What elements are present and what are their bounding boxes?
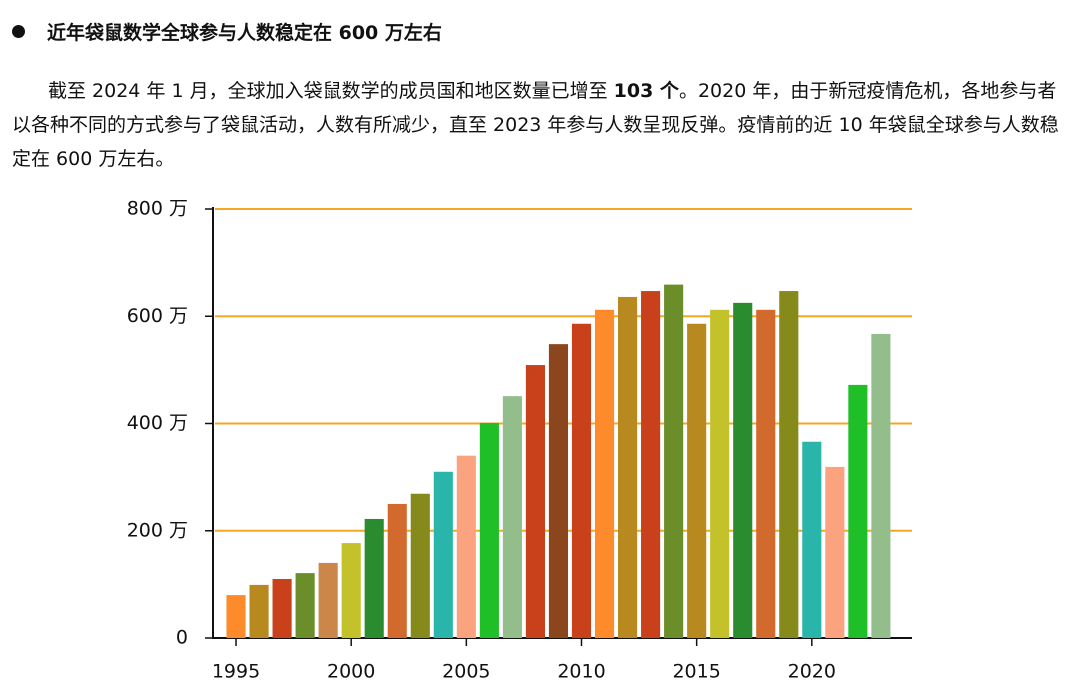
bar	[387, 503, 407, 638]
bar	[318, 562, 338, 638]
bar	[502, 396, 522, 638]
bar	[871, 333, 891, 638]
bar	[641, 291, 661, 638]
chart: 0 200 万 400 万 600 万 800 万 1995 2000 2005 2010 201…	[127, 198, 912, 683]
y-tick-label: 0	[176, 627, 188, 649]
x-tick-label: 2020	[788, 661, 836, 683]
bar	[618, 296, 638, 638]
bar	[733, 302, 753, 638]
bar	[594, 309, 615, 638]
bar	[272, 579, 292, 638]
bar	[341, 543, 361, 638]
bar	[710, 309, 730, 638]
text: 。2020 年，由于新冠疫情危机，各地参与者以各种不同的方式参与了袋鼠活动，人数…	[12, 80, 1059, 170]
bar	[848, 384, 868, 638]
bar	[249, 584, 269, 638]
y-tick-label: 400 万	[127, 412, 188, 434]
bar	[364, 518, 384, 638]
bar	[548, 344, 569, 638]
bold-text: 103 个	[613, 80, 679, 102]
y-tick-label: 600 万	[127, 305, 188, 327]
bar	[664, 284, 684, 638]
bar	[525, 365, 545, 638]
bar	[571, 323, 592, 638]
y-tick-label: 200 万	[127, 519, 188, 541]
paragraph: 截至 2024 年 1 月，全球加入袋鼠数学的成员国和地区数量已增至 103 个…	[12, 74, 1070, 176]
bar	[456, 455, 476, 638]
x-tick-label: 2015	[672, 661, 720, 683]
bar	[802, 441, 822, 638]
bar	[825, 466, 845, 638]
bar	[410, 493, 430, 638]
bar	[756, 309, 776, 638]
bar	[295, 573, 315, 638]
heading: 近年袋鼠数学全球参与人数稳定在 600 万左右	[12, 18, 442, 45]
x-tick-label: 2000	[327, 661, 375, 683]
bar	[779, 291, 799, 638]
heading-text: 近年袋鼠数学全球参与人数稳定在 600 万左右	[47, 22, 442, 44]
bar	[226, 595, 246, 638]
x-tick-label: 1995	[212, 661, 260, 683]
y-tick-label: 800 万	[127, 198, 188, 220]
text: 截至 2024 年 1 月，全球加入袋鼠数学的成员国和地区数量已增至	[48, 80, 614, 102]
bar	[433, 471, 453, 638]
x-tick-label: 2010	[557, 661, 605, 683]
x-tick-label: 2005	[442, 661, 490, 683]
bar	[687, 323, 707, 638]
bullet	[12, 25, 25, 38]
bar	[479, 422, 499, 638]
